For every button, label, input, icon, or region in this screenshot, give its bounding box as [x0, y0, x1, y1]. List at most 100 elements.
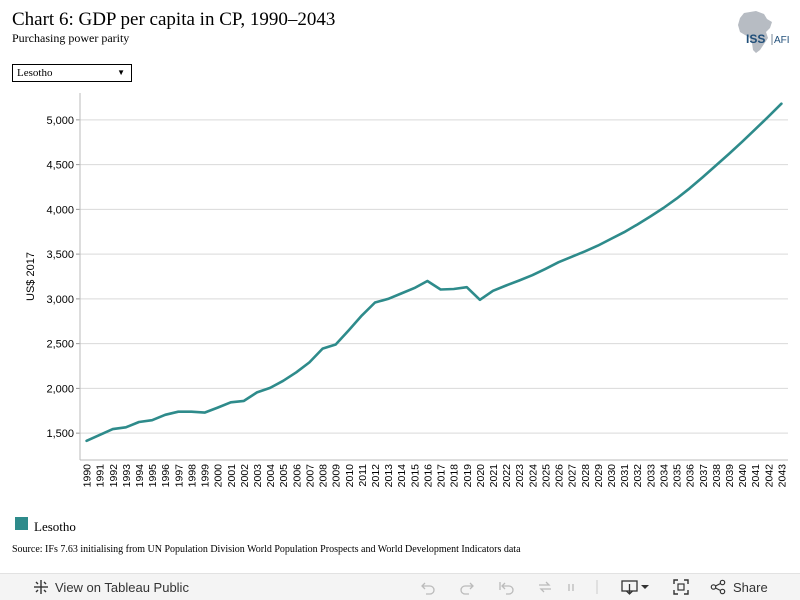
undo-icon [420, 579, 436, 595]
revert-icon [498, 579, 516, 595]
tableau-toolbar: View on Tableau Public Share [0, 573, 800, 600]
y-tick-label: 4,000 [46, 204, 74, 216]
download-button[interactable] [621, 579, 649, 595]
x-tick-label: 2031 [619, 464, 631, 488]
x-tick-label: 2036 [685, 464, 697, 488]
x-tick-label: 1995 [147, 464, 159, 488]
pause-button[interactable] [566, 579, 576, 595]
x-tick-label: 2011 [357, 464, 369, 487]
x-tick-label: 2034 [658, 464, 670, 488]
x-tick-label: 2043 [776, 464, 788, 488]
tableau-logo-icon [33, 579, 49, 595]
x-tick-label: 2033 [645, 464, 657, 488]
x-tick-label: 2008 [318, 464, 330, 488]
x-tick-label: 1991 [95, 464, 107, 488]
source-note: Source: IFs 7.63 initialising from UN Po… [12, 544, 521, 555]
x-tick-label: 2018 [449, 464, 461, 488]
x-tick-label: 2016 [422, 464, 434, 488]
x-tick-label: 2019 [462, 464, 474, 488]
x-tick-label: 2027 [567, 464, 579, 488]
x-tick-label: 2025 [540, 464, 552, 488]
africa-map-icon [738, 11, 772, 53]
x-tick-label: 2032 [632, 464, 644, 488]
series-line-lesotho [85, 102, 783, 443]
redo-icon [459, 579, 475, 595]
x-tick-label: 2023 [514, 464, 526, 488]
revert-button[interactable] [498, 579, 516, 595]
x-tick-label: 2003 [252, 464, 264, 488]
x-tick-label: 2001 [226, 464, 238, 488]
iss-afi-logo: ISS AFI [738, 11, 790, 53]
x-tick-label: 1999 [200, 464, 212, 488]
share-button[interactable]: Share [710, 579, 768, 595]
y-tick-label: 2,000 [46, 383, 74, 395]
x-tick-label: 1998 [186, 464, 198, 488]
dropdown-arrow-icon: ▼ [117, 68, 125, 77]
x-tick-label: 1990 [82, 464, 94, 488]
gdp-line-chart: 1,500 2,000 2,500 3,000 3,500 4,000 4,500 5,000… [25, 93, 788, 488]
x-tick-label: 2035 [672, 464, 684, 488]
legend-swatch [15, 516, 28, 530]
x-tick-label: 2007 [304, 464, 316, 488]
x-tick-label: 2042 [763, 464, 775, 488]
x-tick-label: 2012 [370, 464, 382, 488]
x-tick-label: 2002 [239, 464, 251, 488]
x-tick-label: 1992 [108, 464, 120, 488]
x-tick-label: 2000 [213, 464, 225, 488]
logo-text-iss: ISS [746, 32, 765, 46]
x-tick-label: 2009 [331, 464, 343, 488]
country-filter-value: Lesotho [17, 67, 53, 79]
x-tick-label: 2013 [383, 464, 395, 488]
x-tick-label: 2022 [501, 464, 513, 488]
logo-text-afi: AFI [774, 35, 790, 46]
x-tick-label: 2014 [396, 464, 408, 488]
x-tick-label: 2026 [554, 464, 566, 488]
x-tick-label: 2028 [580, 464, 592, 488]
refresh-button[interactable] [536, 579, 554, 595]
x-tick-label: 2030 [606, 464, 618, 488]
x-tick-label: 2020 [475, 464, 487, 488]
x-tick-label: 2029 [593, 464, 605, 488]
x-tick-label: 2041 [750, 464, 762, 488]
x-tick-label: 1994 [134, 464, 146, 488]
country-filter-dropdown[interactable]: Lesotho ▼ [12, 64, 132, 82]
toolbar-separator [596, 579, 598, 595]
x-tick-label: 2017 [436, 464, 448, 488]
fullscreen-icon [673, 579, 689, 595]
y-tick-label: 3,500 [46, 249, 74, 261]
y-tick-label: 3,000 [46, 294, 74, 306]
y-axis-label: US$ 2017 [25, 252, 37, 301]
x-tick-label: 2039 [724, 464, 736, 488]
legend: Lesotho [15, 511, 76, 535]
y-tick-label: 1,500 [46, 428, 74, 440]
x-tick-label: 1997 [173, 464, 185, 488]
share-icon [710, 579, 726, 595]
redo-button[interactable] [459, 579, 475, 595]
x-tick-label: 1993 [121, 464, 133, 488]
x-tick-label: 2021 [488, 464, 500, 488]
x-tick-label: 2004 [265, 464, 277, 488]
pause-icon [566, 579, 576, 595]
chart-subtitle: Purchasing power parity [12, 31, 130, 45]
share-label: Share [733, 579, 768, 595]
x-tick-label: 2006 [291, 464, 303, 488]
fullscreen-button[interactable] [673, 579, 689, 595]
view-on-tableau-label: View on Tableau Public [55, 579, 189, 595]
y-tick-label: 2,500 [46, 339, 74, 351]
legend-label: Lesotho [34, 519, 76, 534]
x-tick-label: 1996 [160, 464, 172, 488]
x-tick-label: 2037 [698, 464, 710, 488]
x-tick-label: 2040 [737, 464, 749, 488]
refresh-icon [536, 579, 554, 595]
chart-title: Chart 6: GDP per capita in CP, 1990–2043 [12, 9, 336, 30]
view-on-tableau-button[interactable]: View on Tableau Public [33, 579, 189, 595]
y-tick-label: 4,500 [46, 160, 74, 172]
x-tick-label: 2015 [409, 464, 421, 488]
x-tick-label: 2038 [711, 464, 723, 488]
y-tick-label: 5,000 [46, 115, 74, 127]
download-icon [621, 579, 649, 595]
x-tick-label: 2024 [527, 464, 539, 488]
undo-button[interactable] [420, 579, 436, 595]
x-tick-label: 2010 [344, 464, 356, 488]
x-tick-label: 2005 [278, 464, 290, 488]
